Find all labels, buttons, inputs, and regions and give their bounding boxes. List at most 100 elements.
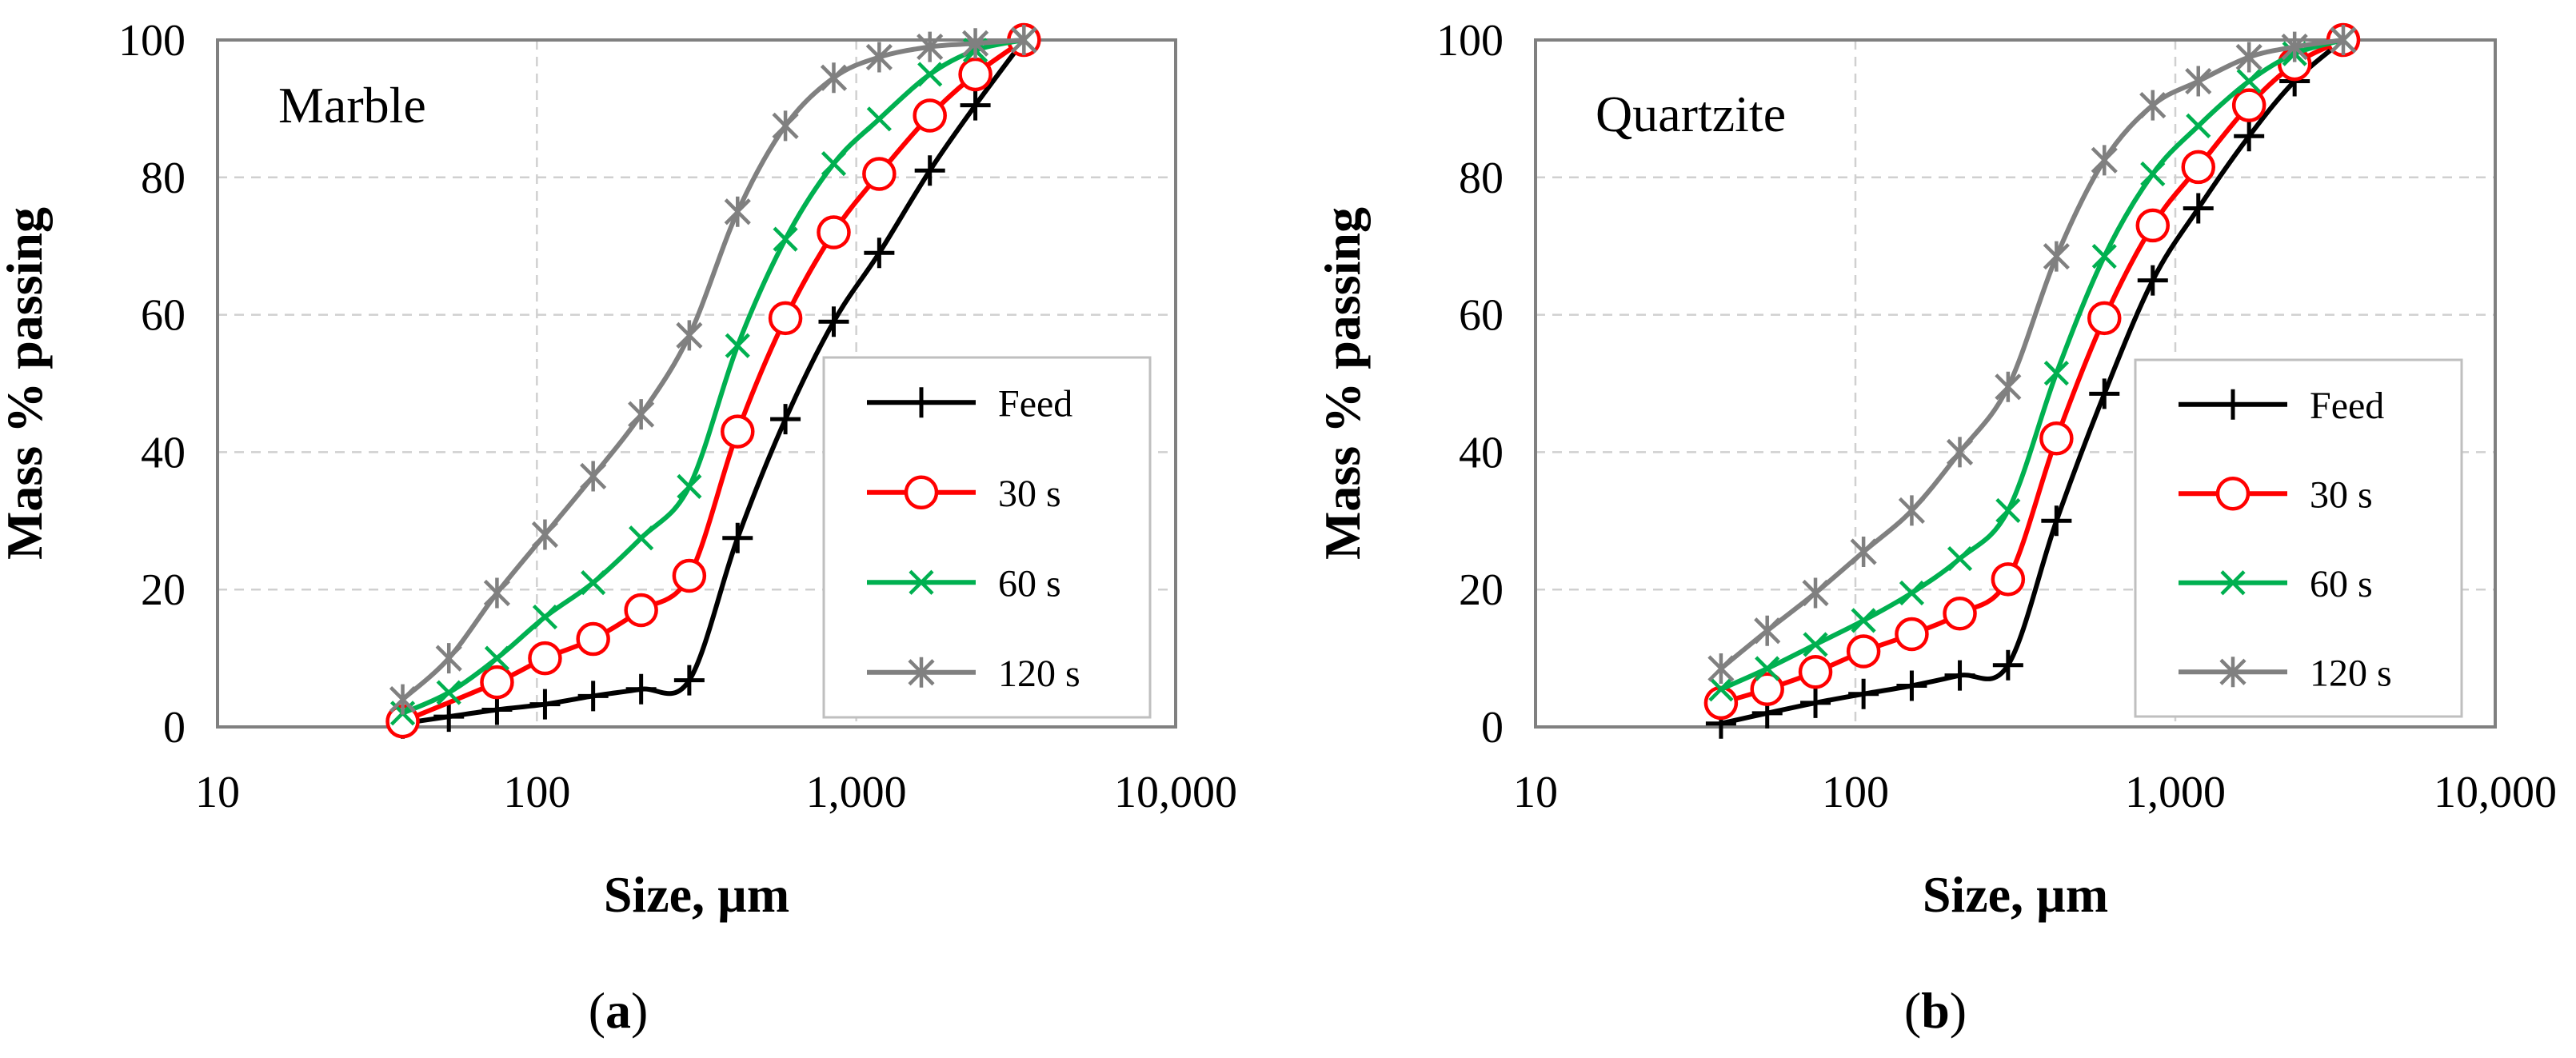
x-tick-label: 100 bbox=[1822, 768, 1889, 817]
data-point bbox=[1947, 545, 1973, 572]
legend-box bbox=[2134, 358, 2463, 718]
data-point bbox=[1754, 615, 1781, 646]
data-point bbox=[532, 604, 558, 630]
data-point bbox=[1798, 655, 1833, 689]
data-point bbox=[529, 689, 561, 720]
data-point bbox=[2137, 265, 2168, 296]
data-point bbox=[483, 577, 511, 609]
data-point bbox=[914, 155, 945, 186]
data-point bbox=[672, 558, 707, 593]
data-point bbox=[677, 473, 702, 499]
data-point bbox=[435, 643, 462, 674]
legend-box bbox=[822, 356, 1152, 719]
series-line bbox=[401, 38, 1024, 716]
legend-marker bbox=[909, 569, 934, 595]
data-point bbox=[1898, 495, 1926, 526]
data-point bbox=[2139, 90, 2167, 121]
data-point bbox=[2235, 42, 2262, 73]
data-point bbox=[1703, 685, 1739, 721]
y-axis-title: Mass % passing bbox=[0, 207, 53, 560]
y-tick-label: 40 bbox=[1459, 428, 1504, 477]
y-axis-title: Mass % passing bbox=[1314, 207, 1371, 560]
data-point bbox=[577, 681, 609, 712]
data-point bbox=[480, 665, 514, 700]
chart-title: Quartzite bbox=[1596, 86, 1786, 142]
x-tick-label: 10,000 bbox=[1114, 768, 1237, 817]
series-line bbox=[1719, 38, 2344, 671]
data-point bbox=[1800, 687, 1831, 718]
legend-marker bbox=[2218, 389, 2248, 420]
y-tick-label: 0 bbox=[1481, 703, 1504, 753]
legend-label: 30 s bbox=[998, 473, 1061, 515]
data-point bbox=[2041, 505, 2072, 537]
x-tick-label: 1,000 bbox=[806, 768, 907, 817]
y-tick-label: 40 bbox=[141, 428, 186, 477]
data-point bbox=[1851, 608, 1876, 633]
chart-panel-a: 10 100 1,000 10,000 0 20 40 60 80 100 Size, µm Mass… bbox=[0, 16, 1237, 1039]
series-Feed bbox=[1705, 25, 2359, 739]
data-point bbox=[1755, 656, 1780, 681]
chart-panel-b: 10 100 1,000 10,000 0 20 40 60 80 100 Size, µm Mass… bbox=[1314, 16, 2557, 1039]
legend-label: 120 s bbox=[2310, 652, 2392, 694]
series-line bbox=[1719, 38, 2344, 692]
data-point bbox=[724, 196, 751, 227]
legend-marker bbox=[908, 657, 935, 688]
data-point bbox=[580, 461, 607, 492]
data-point bbox=[576, 621, 610, 657]
data-point bbox=[864, 238, 895, 269]
data-point bbox=[1707, 653, 1735, 684]
y-tick-label: 100 bbox=[118, 16, 186, 66]
x-tick-label: 10 bbox=[1513, 768, 1558, 817]
series-line bbox=[1720, 38, 2345, 705]
x-tick-label: 10 bbox=[195, 768, 240, 817]
data-point bbox=[2043, 241, 2070, 272]
data-point bbox=[484, 645, 510, 671]
series-Feed bbox=[387, 25, 1040, 739]
series-60-s bbox=[1708, 27, 2356, 702]
data-point bbox=[1899, 580, 1925, 606]
legend-marker bbox=[2215, 477, 2251, 511]
legend-label: 60 s bbox=[998, 562, 1061, 605]
y-tick-label: 100 bbox=[1436, 16, 1504, 66]
data-point bbox=[389, 684, 417, 715]
legend-marker bbox=[906, 387, 937, 418]
data-point bbox=[862, 157, 897, 191]
data-point bbox=[481, 694, 513, 725]
data-point bbox=[2091, 145, 2118, 176]
data-point bbox=[772, 110, 799, 142]
data-point bbox=[1896, 670, 1927, 701]
data-point bbox=[913, 98, 947, 133]
legend-label: Feed bbox=[998, 382, 1072, 425]
data-point bbox=[1848, 678, 1879, 709]
data-point bbox=[629, 525, 654, 551]
data-point bbox=[1802, 577, 1829, 609]
data-point bbox=[2185, 66, 2212, 97]
data-point bbox=[2181, 150, 2216, 185]
data-point bbox=[958, 57, 992, 92]
data-point bbox=[961, 28, 989, 59]
data-point bbox=[768, 301, 803, 336]
legend-label: 60 s bbox=[2310, 563, 2373, 605]
data-point bbox=[2089, 378, 2120, 409]
data-point bbox=[770, 404, 801, 435]
legend: Feed 30 s 60 s 120 s bbox=[2134, 358, 2463, 718]
data-point bbox=[436, 680, 461, 705]
y-tick-label: 80 bbox=[1459, 154, 1504, 203]
data-point bbox=[1850, 536, 1877, 567]
data-point bbox=[773, 226, 798, 252]
data-point bbox=[1010, 25, 1037, 55]
data-point bbox=[624, 593, 658, 628]
data-point bbox=[673, 665, 705, 696]
data-point bbox=[917, 31, 944, 62]
data-point bbox=[2183, 193, 2214, 224]
legend-marker bbox=[904, 475, 939, 509]
data-point bbox=[2140, 161, 2166, 187]
data-point bbox=[2135, 208, 2171, 243]
x-tick-label: 1,000 bbox=[2125, 768, 2226, 817]
data-point bbox=[2231, 88, 2266, 122]
y-tick-label: 20 bbox=[1459, 565, 1504, 615]
data-point bbox=[581, 570, 606, 596]
plot-area-border bbox=[216, 38, 1177, 729]
data-point bbox=[1995, 497, 2021, 524]
